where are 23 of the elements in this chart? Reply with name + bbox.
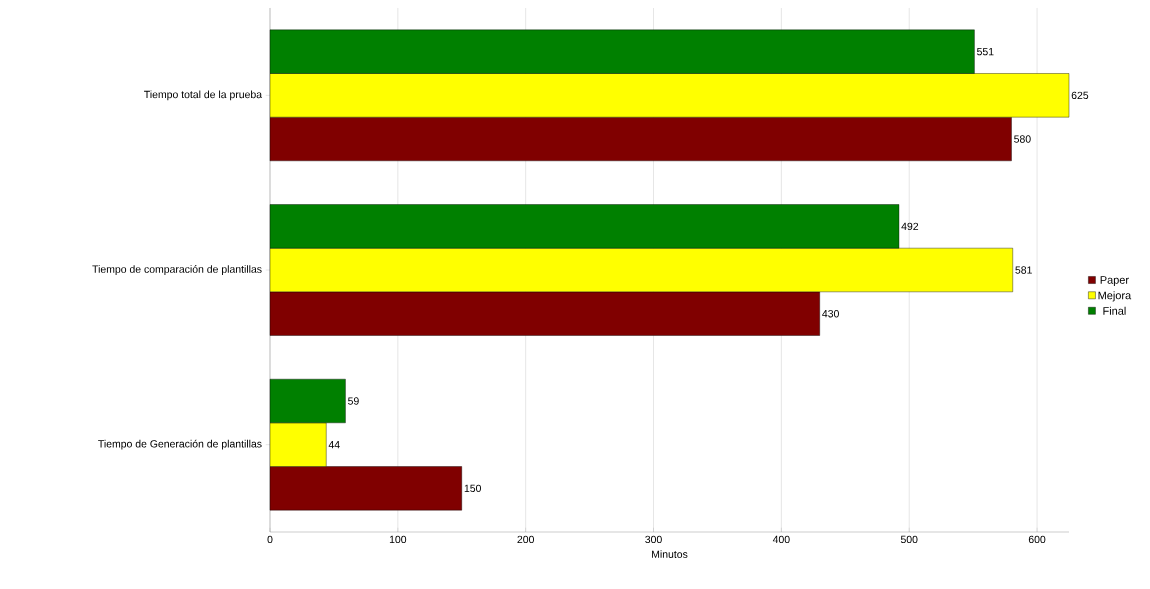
data-label: 551: [977, 48, 994, 56]
x-axis-title: Minutos: [652, 550, 688, 558]
legend-label: Mejora: [1098, 291, 1132, 302]
x-tick-label: 100: [389, 535, 407, 544]
legend-label: Paper: [1100, 276, 1129, 286]
x-tick-label: 300: [645, 535, 662, 544]
data-label: 581: [1015, 266, 1032, 274]
legend-label: Final: [1103, 306, 1126, 315]
y-tick-label: Tiempo de comparación de plantillas: [92, 265, 262, 275]
x-tick-label: 500: [900, 535, 918, 544]
x-tick-label: 0: [267, 535, 273, 544]
x-tick-label: 600: [1028, 535, 1046, 544]
data-label: 150: [464, 484, 481, 493]
data-label: 625: [1071, 91, 1089, 100]
y-tick-label: Tiempo de Generación de plantillas: [98, 439, 262, 450]
x-tick-label: 200: [517, 535, 534, 544]
data-label: 430: [822, 309, 839, 318]
data-label: 580: [1014, 135, 1031, 143]
x-tick-label: 400: [772, 535, 790, 544]
y-tick-label: Tiempo total de la prueba: [144, 90, 263, 101]
data-label: 492: [901, 222, 919, 231]
data-label: 59: [348, 397, 359, 405]
data-label: 44: [328, 441, 340, 449]
